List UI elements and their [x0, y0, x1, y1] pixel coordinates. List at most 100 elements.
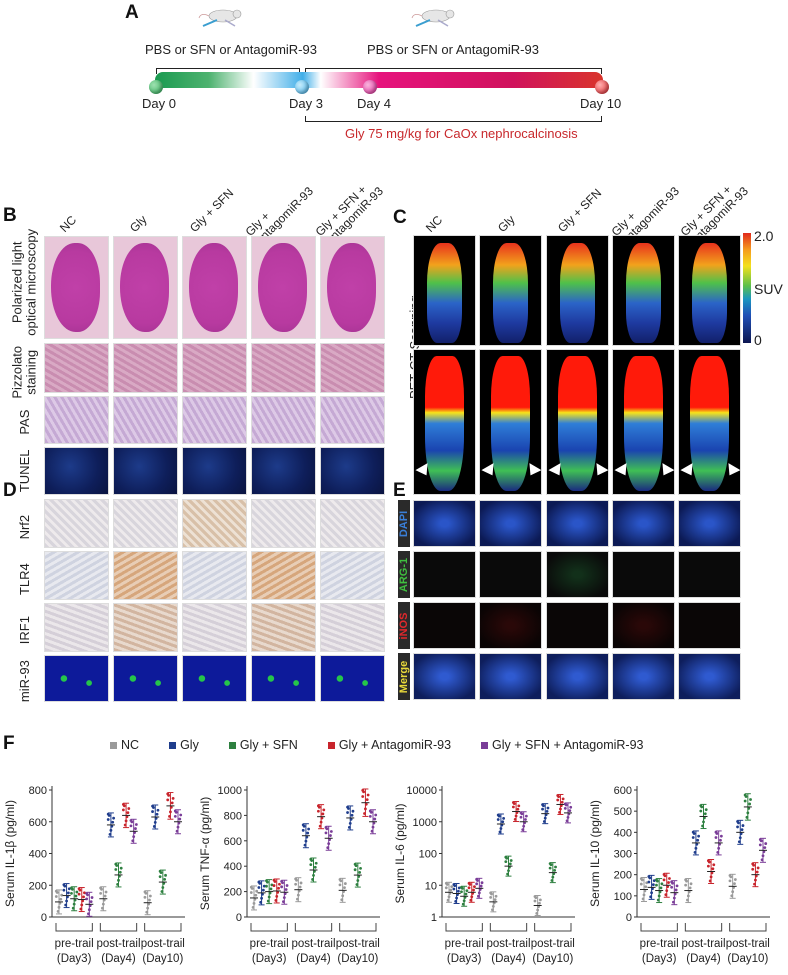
svg-text:800: 800 — [29, 785, 47, 797]
svg-text:10: 10 — [425, 880, 437, 892]
day10-marker — [595, 80, 609, 94]
legend-item-gly-antagomir: Gly + AntagomiR-93 — [327, 738, 451, 752]
day3-marker — [295, 80, 309, 94]
svg-text:(Day3): (Day3) — [57, 953, 92, 965]
day-label: Day 0 — [142, 96, 176, 111]
column-header-gly: Gly — [126, 212, 150, 236]
svg-text:100: 100 — [614, 891, 632, 903]
arrowhead-icon — [591, 463, 608, 479]
row-label-polarized: Polarized light optical microscopy — [9, 228, 39, 336]
row-label-arg1: ARG-1 — [398, 551, 410, 598]
svg-text:0: 0 — [236, 912, 242, 924]
svg-text:pre-trail: pre-trail — [445, 938, 484, 950]
pet-scan-gly-top — [479, 235, 542, 346]
image-tunel-gly-antagomir — [251, 447, 316, 495]
image-tunel-nc — [44, 447, 109, 495]
treatment-label-phase2: PBS or SFN or AntagomiR-93 — [367, 42, 539, 57]
image-merge-gly-sfn-antagomir — [678, 653, 741, 700]
row-label-tlr4: TLR4 — [16, 563, 32, 596]
legend-item-gly-sfn: Gly + SFN — [228, 738, 298, 752]
image-inos-gly — [479, 602, 542, 649]
image-merge-gly — [479, 653, 542, 700]
pet-scan-nc-bottom — [413, 349, 476, 495]
panel-f-letter: F — [3, 733, 15, 754]
image-polarized-nc — [44, 236, 109, 339]
day-label: Day 3 — [289, 96, 323, 111]
image-tlr4-gly-antagomir — [251, 551, 316, 600]
svg-text:Serum IL-6 (pg/ml): Serum IL-6 (pg/ml) — [393, 803, 407, 903]
image-polarized-gly — [113, 236, 178, 339]
svg-text:post-trail: post-trail — [681, 938, 725, 950]
svg-text:(Day4): (Day4) — [101, 953, 136, 965]
image-dapi-nc — [413, 500, 476, 547]
image-pas-gly-sfn — [182, 396, 247, 444]
image-nrf2-gly-sfn-antagomir — [320, 499, 385, 548]
pet-scan-gly-sfn-antagomir-top — [678, 235, 741, 346]
image-polarized-gly-sfn — [182, 236, 247, 339]
column-header-gly: Gly — [494, 212, 518, 236]
image-nrf2-gly — [113, 499, 178, 548]
row-label-pizzolato: Pizzolato staining — [9, 345, 39, 399]
image-inos-nc — [413, 602, 476, 649]
panel-b-letter: B — [3, 205, 17, 226]
svg-text:600: 600 — [224, 836, 242, 848]
image-pas-nc — [44, 396, 109, 444]
svg-text:10000: 10000 — [406, 785, 437, 797]
pet-scan-gly-antagomir-top — [612, 235, 675, 346]
image-irf1-nc — [44, 603, 109, 652]
image-pas-gly — [113, 396, 178, 444]
svg-text:600: 600 — [614, 785, 632, 797]
day0-marker — [149, 80, 163, 94]
image-irf1-gly-sfn — [182, 603, 247, 652]
brace-phase1 — [156, 68, 300, 74]
svg-text:post-trail: post-trail — [291, 938, 335, 950]
image-polarized-gly-sfn-antagomir — [320, 236, 385, 339]
svg-text:400: 400 — [614, 827, 632, 839]
image-arg1-nc — [413, 551, 476, 598]
svg-text:(Day10): (Day10) — [337, 953, 378, 965]
arrowhead-icon — [524, 463, 541, 479]
chart-il6: 1 10 100 1000 10000 Serum IL-6 (pg/ml) pre-tra… — [390, 770, 580, 975]
image-pizzolato-gly-sfn-antagomir — [320, 343, 385, 393]
panel-c-letter: C — [393, 207, 407, 228]
svg-text:(Day4): (Day4) — [686, 953, 721, 965]
svg-text:100: 100 — [419, 849, 437, 861]
svg-text:Serum IL-10 (pg/ml): Serum IL-10 (pg/ml) — [588, 800, 602, 907]
arrowhead-icon — [723, 463, 740, 479]
svg-text:Serum TNF-α (pg/ml): Serum TNF-α (pg/ml) — [198, 797, 212, 910]
image-merge-gly-sfn — [546, 653, 609, 700]
image-mir93-nc — [44, 655, 109, 702]
svg-text:post-trail: post-trail — [96, 938, 140, 950]
colorbar-max: 2.0 — [754, 228, 774, 244]
suv-colorbar — [743, 233, 751, 343]
day4-marker — [363, 80, 377, 94]
column-header-gly-sfn: Gly + SFN — [554, 185, 605, 236]
legend-item-gly: Gly — [169, 738, 199, 752]
svg-text:1: 1 — [431, 912, 437, 924]
brace-gly — [305, 116, 602, 122]
svg-text:(Day4): (Day4) — [296, 953, 331, 965]
svg-text:pre-trail: pre-trail — [250, 938, 289, 950]
svg-text:pre-trail: pre-trail — [640, 938, 679, 950]
row-label-merge: Merge — [398, 653, 410, 700]
image-irf1-gly-antagomir — [251, 603, 316, 652]
image-merge-nc — [413, 653, 476, 700]
svg-text:post-trail: post-trail — [336, 938, 380, 950]
image-arg1-gly-sfn — [546, 551, 609, 598]
svg-text:600: 600 — [29, 817, 47, 829]
row-label-inos: iNOS — [398, 602, 410, 649]
svg-text:(Day4): (Day4) — [491, 953, 526, 965]
image-mir93-gly-antagomir — [251, 655, 316, 702]
chart-legend: NC Gly Gly + SFN Gly + AntagomiR-93 Gly … — [110, 738, 643, 752]
image-tunel-gly-sfn — [182, 447, 247, 495]
row-label-dapi: DAPI — [398, 500, 410, 547]
svg-text:(Day3): (Day3) — [252, 953, 287, 965]
svg-text:300: 300 — [614, 849, 632, 861]
legend-item-gly-sfn-antagomir: Gly + SFN + AntagomiR-93 — [481, 738, 643, 752]
image-pizzolato-gly-antagomir — [251, 343, 316, 393]
image-pizzolato-nc — [44, 343, 109, 393]
svg-text:200: 200 — [224, 887, 242, 899]
row-label-tunel: TUNEL — [16, 449, 32, 493]
svg-text:pre-trail: pre-trail — [55, 938, 94, 950]
arrowhead-icon — [657, 463, 674, 479]
